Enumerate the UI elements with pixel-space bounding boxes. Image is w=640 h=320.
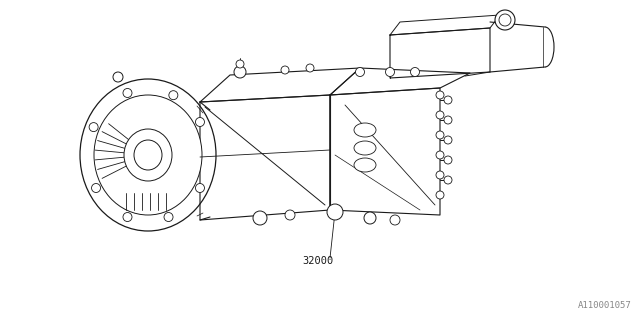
- Ellipse shape: [364, 212, 376, 224]
- Ellipse shape: [92, 183, 100, 193]
- Ellipse shape: [354, 141, 376, 155]
- Ellipse shape: [436, 111, 444, 119]
- Ellipse shape: [444, 96, 452, 104]
- Ellipse shape: [134, 140, 162, 170]
- Ellipse shape: [444, 136, 452, 144]
- Ellipse shape: [123, 212, 132, 221]
- Ellipse shape: [89, 123, 98, 132]
- Text: A110001057: A110001057: [579, 301, 632, 310]
- Ellipse shape: [436, 191, 444, 199]
- Ellipse shape: [80, 79, 216, 231]
- Ellipse shape: [436, 151, 444, 159]
- Ellipse shape: [124, 129, 172, 181]
- Ellipse shape: [444, 156, 452, 164]
- Ellipse shape: [436, 91, 444, 99]
- Ellipse shape: [236, 60, 244, 68]
- Ellipse shape: [306, 64, 314, 72]
- Ellipse shape: [355, 68, 365, 76]
- Ellipse shape: [169, 91, 178, 100]
- Ellipse shape: [164, 212, 173, 221]
- Ellipse shape: [444, 116, 452, 124]
- Ellipse shape: [195, 183, 204, 193]
- Ellipse shape: [436, 131, 444, 139]
- Text: 32000: 32000: [302, 256, 333, 266]
- Ellipse shape: [354, 158, 376, 172]
- Ellipse shape: [436, 171, 444, 179]
- Ellipse shape: [285, 210, 295, 220]
- Ellipse shape: [385, 68, 394, 76]
- Ellipse shape: [499, 14, 511, 26]
- Ellipse shape: [354, 123, 376, 137]
- Ellipse shape: [390, 215, 400, 225]
- Ellipse shape: [253, 211, 267, 225]
- Ellipse shape: [410, 68, 419, 76]
- Ellipse shape: [195, 117, 204, 126]
- Ellipse shape: [113, 72, 123, 82]
- Ellipse shape: [234, 66, 246, 78]
- Ellipse shape: [327, 204, 343, 220]
- Ellipse shape: [444, 176, 452, 184]
- Ellipse shape: [281, 66, 289, 74]
- Ellipse shape: [495, 10, 515, 30]
- Ellipse shape: [123, 89, 132, 98]
- Ellipse shape: [94, 95, 202, 215]
